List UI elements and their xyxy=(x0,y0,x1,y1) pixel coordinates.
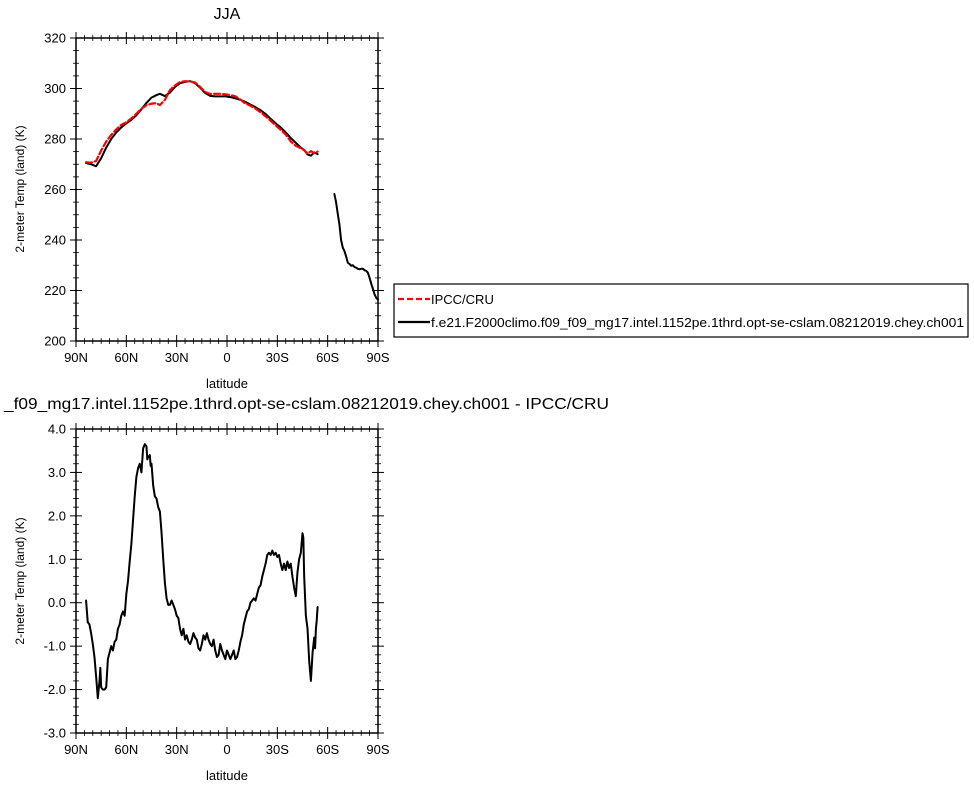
bottom-series-lines xyxy=(85,443,319,700)
top-x-tick-label: 30N xyxy=(165,350,189,365)
top-x-axis-label: latitude xyxy=(206,376,248,391)
top-y-axis-label: 2-meter Temp (land) (K) xyxy=(13,125,27,252)
bottom-y-tick-label: 4.0 xyxy=(48,422,66,437)
bottom-y-tick-label: -3.0 xyxy=(44,726,66,741)
top-plot-frame xyxy=(75,37,379,342)
bottom-y-tick-labels: -3.0 -2.0 -1.0 0.0 1.0 2.0 3.0 4.0 xyxy=(44,422,66,741)
top-tick-marks xyxy=(70,32,384,347)
bottom-y-tick-label: 0.0 xyxy=(48,595,66,610)
top-y-tick-label: 320 xyxy=(44,31,66,46)
bottom-y-tick-label: 2.0 xyxy=(48,508,66,523)
top-x-tick-label: 60S xyxy=(316,350,339,365)
bottom-y-tick-label: -1.0 xyxy=(44,639,66,654)
bottom-plot-frame xyxy=(75,428,379,734)
legend-box xyxy=(393,283,969,338)
top-x-tick-label: 90N xyxy=(64,350,88,365)
bottom-x-tick-label: 90N xyxy=(64,742,88,757)
bottom-chart-title: _f09_mg17.intel.1152pe.1thrd.opt-se-csla… xyxy=(3,396,609,413)
top-series-lines xyxy=(84,80,379,301)
top-x-tick-labels: 90N 60N 30N 0 30S 60S 90S xyxy=(64,350,390,365)
legend: IPCC/CRU f.e21.F2000climo.f09_f09_mg17.i… xyxy=(393,283,969,338)
bottom-x-tick-label: 60N xyxy=(114,742,138,757)
bottom-x-tick-label: 60S xyxy=(316,742,339,757)
top-series-0-line xyxy=(84,80,319,164)
bottom-x-tick-label: 0 xyxy=(223,742,230,757)
bottom-x-tick-label: 30S xyxy=(266,742,289,757)
top-y-tick-label: 280 xyxy=(44,132,66,147)
bottom-x-axis-label: latitude xyxy=(206,768,248,783)
top-y-tick-label: 240 xyxy=(44,233,66,248)
legend-label-model: f.e21.F2000climo.f09_f09_mg17.intel.1152… xyxy=(431,315,964,330)
bottom-y-tick-label: 1.0 xyxy=(48,552,66,567)
top-y-tick-label: 260 xyxy=(44,182,66,197)
bottom-y-tick-label: -2.0 xyxy=(44,682,66,697)
bottom-tick-marks xyxy=(70,423,384,739)
bottom-panel: _f09_mg17.intel.1152pe.1thrd.opt-se-csla… xyxy=(3,396,609,783)
bottom-x-tick-label: 30N xyxy=(165,742,189,757)
top-x-tick-label: 30S xyxy=(266,350,289,365)
bottom-x-tick-label: 90S xyxy=(366,742,389,757)
top-y-tick-labels: 200 220 240 260 280 300 320 xyxy=(44,31,66,349)
top-x-tick-label: 60N xyxy=(114,350,138,365)
bottom-y-axis-label: 2-meter Temp (land) (K) xyxy=(13,517,27,644)
bottom-x-tick-labels: 90N 60N 30N 0 30S 60S 90S xyxy=(64,742,390,757)
bottom-y-tick-label: 3.0 xyxy=(48,465,66,480)
legend-label-ipcc-cru: IPCC/CRU xyxy=(431,292,494,307)
top-x-tick-label: 0 xyxy=(223,350,230,365)
top-chart-title: JJA xyxy=(214,6,241,23)
top-x-tick-label: 90S xyxy=(366,350,389,365)
top-y-tick-label: 220 xyxy=(44,283,66,298)
top-panel: JJA 2-meter Temp (land) (K) latitude 90N… xyxy=(13,6,390,391)
top-y-tick-label: 300 xyxy=(44,81,66,96)
bottom-series-0-line xyxy=(85,443,319,700)
top-series-1-line xyxy=(85,80,379,301)
top-y-tick-label: 200 xyxy=(44,334,66,349)
